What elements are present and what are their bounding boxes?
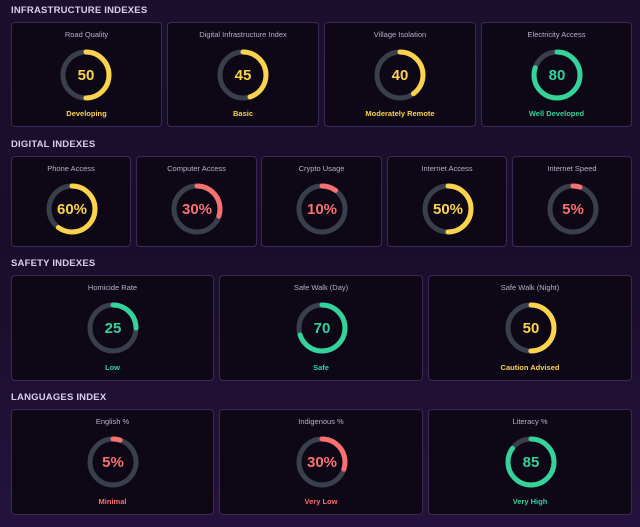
gauge-ring: [46, 183, 98, 235]
card-phone-access: Phone Access 60%: [11, 156, 131, 247]
gauge-value: 30%: [306, 453, 338, 471]
card-status: Well Developed: [528, 109, 585, 118]
gauge-ring: [422, 183, 474, 235]
gauge-value: 80: [548, 66, 566, 84]
gauge-ring: [296, 183, 348, 235]
gauge-value: 40: [391, 66, 409, 84]
gauge-ring: [217, 49, 269, 101]
gauge: 85: [503, 434, 559, 490]
gauge-value: 60%: [56, 200, 88, 218]
card-status: Basic: [232, 109, 253, 118]
gauge: 30%: [294, 434, 350, 490]
card-title: English %: [95, 417, 130, 426]
card-title: Safe Walk (Night): [500, 283, 560, 292]
card-status: Caution Advised: [500, 363, 560, 372]
gauge: 45: [215, 47, 271, 103]
gauge-value: 45: [234, 66, 252, 84]
gauge-value: 85: [522, 453, 540, 471]
card-status: Low: [105, 363, 120, 372]
gauge: 30%: [169, 181, 225, 237]
card-title: Electricity Access: [527, 30, 586, 39]
gauge: 5%: [545, 181, 601, 237]
gauge: 25: [85, 300, 141, 356]
card-safe-walk-night: Safe Walk (Night) 50 Caution Advised: [428, 275, 632, 381]
card-title: Literacy %: [512, 417, 548, 426]
card-title: Village Isolation: [373, 30, 427, 39]
section-title: SAFETY INDEXES: [11, 258, 96, 269]
gauge-value: 5%: [562, 200, 584, 218]
gauge: 50: [58, 47, 114, 103]
gauge-value: 5%: [102, 453, 124, 471]
gauge-ring: [505, 436, 557, 488]
section-digital: DIGITAL INDEXES Phone Access 60% Compute…: [0, 139, 640, 249]
card-status: Minimal: [98, 497, 127, 506]
card-literacy: Literacy % 85 Very High: [428, 409, 632, 515]
gauge-value: 50: [77, 66, 95, 84]
gauge-ring: [505, 302, 557, 354]
gauge: 5%: [85, 434, 141, 490]
card-title: Safe Walk (Day): [293, 283, 349, 292]
gauge-ring: [171, 183, 223, 235]
card-computer-access: Computer Access 30%: [136, 156, 257, 247]
gauge-ring: [296, 302, 348, 354]
card-title: Internet Speed: [547, 164, 597, 173]
section-title: DIGITAL INDEXES: [11, 139, 96, 150]
card-indigenous: Indigenous % 30% Very Low: [219, 409, 423, 515]
section-infrastructure: INFRASTRUCTURE INDEXES Road Quality 50 D…: [0, 5, 640, 130]
gauge: 70: [294, 300, 350, 356]
gauge-ring: [60, 49, 112, 101]
gauge-ring: [87, 436, 139, 488]
gauge: 40: [372, 47, 428, 103]
card-title: Digital Infrastructure Index: [199, 30, 287, 39]
card-title: Homicide Rate: [87, 283, 138, 292]
gauge: 10%: [294, 181, 350, 237]
card-crypto-usage: Crypto Usage 10%: [261, 156, 382, 247]
section-safety: SAFETY INDEXES Homicide Rate 25 Low Safe…: [0, 258, 640, 384]
card-status: Very Low: [304, 497, 338, 506]
gauge: 50: [503, 300, 559, 356]
card-status: Developing: [66, 109, 107, 118]
section-title: INFRASTRUCTURE INDEXES: [11, 5, 148, 16]
gauge-value: 25: [104, 319, 122, 337]
card-title: Internet Access: [421, 164, 473, 173]
card-digital-infrastructure-index: Digital Infrastructure Index 45 Basic: [167, 22, 319, 127]
gauge-ring: [87, 302, 139, 354]
gauge-value: 50: [522, 319, 540, 337]
card-status: Safe: [313, 363, 329, 372]
card-road-quality: Road Quality 50 Developing: [11, 22, 162, 127]
gauge: 60%: [44, 181, 100, 237]
card-village-isolation: Village Isolation 40 Moderately Remote: [324, 22, 476, 127]
gauge-value: 70: [313, 319, 331, 337]
card-internet-speed: Internet Speed 5%: [512, 156, 632, 247]
gauge-ring: [374, 49, 426, 101]
card-title: Computer Access: [167, 164, 226, 173]
gauge-value: 30%: [181, 200, 213, 218]
gauge: 50%: [420, 181, 476, 237]
gauge-ring: [296, 436, 348, 488]
card-status: Moderately Remote: [365, 109, 435, 118]
card-title: Indigenous %: [298, 417, 344, 426]
card-title: Road Quality: [64, 30, 109, 39]
card-title: Phone Access: [47, 164, 95, 173]
section-languages: LANGUAGES INDEX English % 5% Minimal Ind…: [0, 392, 640, 518]
gauge-value: 10%: [306, 200, 338, 218]
card-status: Very High: [512, 497, 548, 506]
gauge-value: 50%: [432, 200, 464, 218]
gauge-ring: [531, 49, 583, 101]
gauge-ring: [547, 183, 599, 235]
card-english: English % 5% Minimal: [11, 409, 214, 515]
card-internet-access: Internet Access 50%: [387, 156, 507, 247]
card-title: Crypto Usage: [298, 164, 345, 173]
gauge: 80: [529, 47, 585, 103]
card-homicide-rate: Homicide Rate 25 Low: [11, 275, 214, 381]
section-title: LANGUAGES INDEX: [11, 392, 107, 403]
card-electricity-access: Electricity Access 80 Well Developed: [481, 22, 632, 127]
card-safe-walk-day: Safe Walk (Day) 70 Safe: [219, 275, 423, 381]
